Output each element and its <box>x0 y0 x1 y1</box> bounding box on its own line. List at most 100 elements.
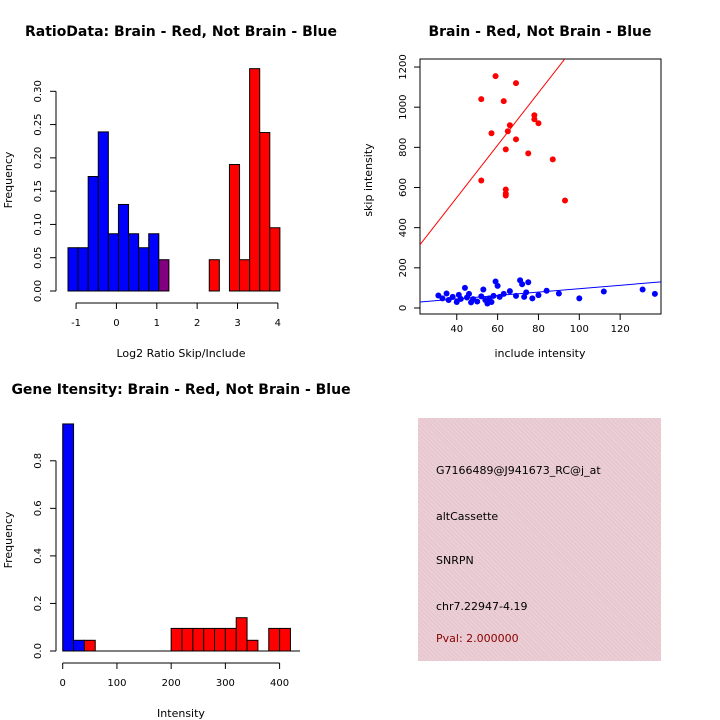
scatter-y-tick-label: 0 <box>398 305 409 311</box>
scatter-y-tick-label: 400 <box>398 218 409 237</box>
scatter-point-brain <box>562 197 569 204</box>
scatter-point-not-brain <box>488 298 495 305</box>
ratio-histogram: RatioData: Brain - Red, Not Brain - Blue… <box>2 24 337 360</box>
scatter-point-brain <box>500 98 507 105</box>
scatter-point-brain <box>502 192 509 199</box>
gene-bar-brain <box>246 639 259 652</box>
ratio-y-tick-label: 0.15 <box>33 180 44 202</box>
scatter-point-brain <box>502 146 509 153</box>
scatter-y-tick-label: 600 <box>398 178 409 197</box>
scatter-point-not-brain <box>466 290 473 297</box>
gene-bar-brain <box>214 627 226 652</box>
scatter-point-not-brain <box>576 295 583 302</box>
scatter-point-brain <box>512 80 519 87</box>
scatter-x-tick-label: 100 <box>570 324 589 335</box>
scatter-box <box>419 58 662 315</box>
scatter-point-not-brain <box>529 295 536 302</box>
gene-x-tick-label: 200 <box>162 678 181 689</box>
scatter-point-brain <box>492 73 499 80</box>
scatter-point-brain <box>478 177 485 184</box>
gene-x-tick-label: 300 <box>216 678 235 689</box>
ratio-x-tick-label: -1 <box>71 318 81 329</box>
gene-title: Gene Itensity: Brain - Red, Not Brain - … <box>11 382 350 398</box>
intensity-scatter: Brain - Red, Not Brain - Blue include in… <box>362 24 662 360</box>
ratio-bar-brain <box>208 259 220 292</box>
scatter-xlabel: include intensity <box>494 347 586 360</box>
scatter-point-not-brain <box>506 288 513 295</box>
gene-bar-brain <box>203 627 216 652</box>
scatter-point-brain <box>531 116 538 123</box>
gene-y-tick-label: 0.6 <box>33 500 44 516</box>
ratio-bar-not-brain <box>87 176 99 292</box>
scatter-point-not-brain <box>639 286 646 293</box>
ratio-bar-not-brain <box>97 131 109 292</box>
scatter-point-not-brain <box>525 279 532 286</box>
gene-y-tick-label: 0.0 <box>33 643 44 659</box>
scatter-point-brain <box>478 96 485 103</box>
ratio-bar-not-brain <box>117 203 130 292</box>
ratio-bar-not-brain <box>138 247 150 292</box>
gene-y-tick-label: 0.8 <box>33 453 44 469</box>
ratio-bar-not-brain <box>77 247 89 292</box>
scatter-point-not-brain <box>480 286 487 293</box>
scatter-point-brain <box>488 130 495 137</box>
scatter-x-tick-label: 120 <box>611 324 630 335</box>
genomic-location: chr7.22947-4.19 <box>436 600 528 613</box>
scatter-point-not-brain <box>512 292 519 299</box>
scatter-point-brain <box>506 122 513 129</box>
scatter-point-not-brain <box>494 282 501 289</box>
scatter-point-not-brain <box>600 288 607 295</box>
ratio-bar-brain <box>228 164 241 292</box>
gene-bar-brain <box>235 617 248 652</box>
scatter-point-not-brain <box>523 289 530 296</box>
gene-y-tick-label: 0.2 <box>33 595 44 611</box>
scatter-fit-line-brain <box>420 59 566 246</box>
gene-bar-brain <box>279 627 291 652</box>
scatter-point-not-brain <box>478 293 485 300</box>
ratio-bar-not-brain <box>107 233 119 292</box>
scatter-point-not-brain <box>439 295 446 302</box>
scatter-point-not-brain <box>521 293 528 300</box>
scatter-fit-line-not-brain <box>420 281 661 303</box>
gene-bar-brain <box>181 627 194 652</box>
scatter-point-not-brain <box>461 284 468 291</box>
ratio-bar-overlap <box>158 259 170 292</box>
event-type: altCassette <box>436 510 499 523</box>
gene-x-tick-label: 100 <box>107 678 126 689</box>
scatter-point-not-brain <box>490 292 497 299</box>
ratio-ylabel: Frequency <box>2 151 15 208</box>
ratio-y-tick-label: 0.25 <box>33 113 44 135</box>
gene-name: SNRPN <box>436 554 474 567</box>
scatter-point-not-brain <box>543 287 550 294</box>
gene-bar-brain <box>170 627 183 652</box>
ratio-xlabel: Log2 Ratio Skip/Include <box>116 347 245 360</box>
scatter-title: Brain - Red, Not Brain - Blue <box>428 24 651 40</box>
ratio-bar-not-brain <box>128 233 140 292</box>
scatter-point-not-brain <box>651 290 658 297</box>
scatter-x-tick-label: 60 <box>491 324 504 335</box>
scatter-point-not-brain <box>457 295 464 302</box>
ratio-bar-brain <box>259 132 271 292</box>
gene-ylabel: Frequency <box>2 511 15 568</box>
ratio-bar-brain <box>269 227 281 292</box>
probe-info-panel: G7166489@J941673_RC@j_at altCassette SNR… <box>418 418 661 661</box>
scatter-point-not-brain <box>555 290 562 297</box>
ratio-x-tick-label: 0 <box>113 318 119 329</box>
gene-intensity-histogram: Gene Itensity: Brain - Red, Not Brain - … <box>2 382 351 720</box>
ratio-y-tick-label: 0.10 <box>33 213 44 235</box>
ratio-y-tick-label: 0.00 <box>33 280 44 302</box>
probe-id: G7166489@J941673_RC@j_at <box>436 464 601 477</box>
scatter-y-tick-label: 1000 <box>398 94 409 119</box>
gene-x-tick-label: 400 <box>270 678 289 689</box>
scatter-point-not-brain <box>519 281 526 288</box>
gene-bar-brain <box>83 639 96 652</box>
scatter-point-not-brain <box>449 293 456 300</box>
ratio-y-tick-label: 0.20 <box>33 147 44 169</box>
ratio-title: RatioData: Brain - Red, Not Brain - Blue <box>25 24 337 40</box>
scatter-x-tick-label: 40 <box>450 324 463 335</box>
ratio-y-tick-label: 0.30 <box>33 80 44 102</box>
ratio-x-tick-label: 1 <box>154 318 160 329</box>
gene-bar-brain <box>192 627 205 652</box>
